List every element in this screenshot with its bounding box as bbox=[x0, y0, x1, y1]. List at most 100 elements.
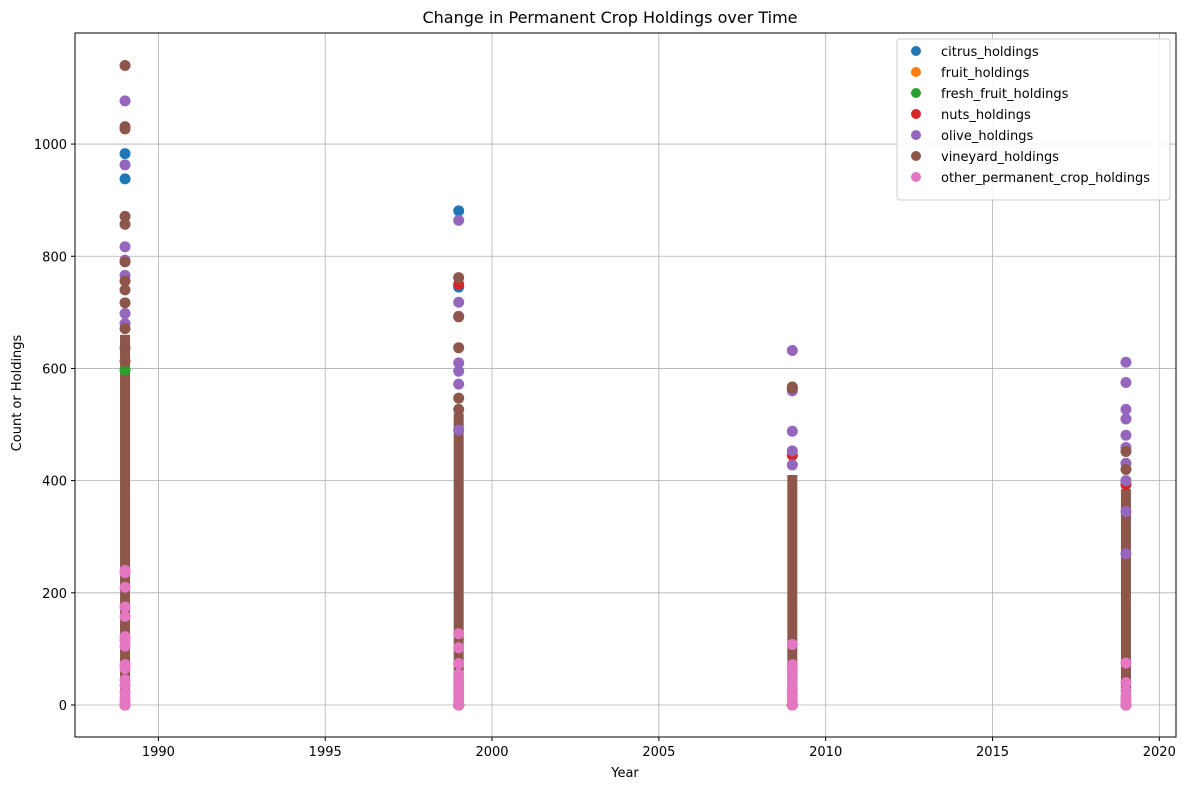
legend-marker bbox=[911, 46, 921, 56]
data-point bbox=[119, 218, 131, 230]
data-point bbox=[119, 148, 131, 160]
data-point bbox=[1120, 463, 1132, 475]
data-point bbox=[119, 284, 131, 296]
data-point bbox=[786, 445, 798, 457]
data-point bbox=[453, 272, 465, 284]
x-axis-label: Year bbox=[610, 766, 639, 781]
data-point bbox=[453, 205, 465, 217]
data-point bbox=[453, 628, 465, 640]
legend-label: nuts_holdings bbox=[941, 108, 1031, 123]
data-point bbox=[1120, 413, 1132, 425]
series-citrus-holdings bbox=[119, 148, 1132, 711]
point-column-fill bbox=[120, 334, 131, 706]
data-point bbox=[453, 642, 465, 654]
data-point bbox=[786, 459, 798, 471]
data-point bbox=[1120, 657, 1132, 669]
data-point bbox=[119, 663, 131, 675]
data-point bbox=[119, 640, 131, 652]
y-tick-label: 600 bbox=[42, 362, 67, 377]
data-point bbox=[1120, 505, 1132, 517]
data-point bbox=[119, 355, 131, 367]
data-point bbox=[453, 342, 465, 354]
data-point bbox=[119, 159, 131, 171]
legend-label: fruit_holdings bbox=[941, 66, 1030, 81]
data-point bbox=[1120, 677, 1132, 689]
legend-marker bbox=[911, 151, 921, 161]
legend-label: olive_holdings bbox=[941, 129, 1034, 144]
data-point bbox=[453, 365, 465, 377]
data-point bbox=[453, 658, 465, 670]
y-tick-label: 800 bbox=[42, 250, 67, 265]
data-point bbox=[453, 424, 465, 436]
point-column-fill bbox=[453, 413, 464, 706]
data-point bbox=[453, 214, 465, 226]
data-point bbox=[119, 210, 131, 222]
data-point bbox=[119, 95, 131, 107]
data-point bbox=[453, 378, 465, 390]
legend-label: other_permanent_crop_holdings bbox=[941, 171, 1150, 186]
data-point bbox=[119, 699, 131, 711]
data-point bbox=[453, 699, 465, 711]
legend-label: vineyard_holdings bbox=[941, 150, 1059, 165]
data-point bbox=[786, 425, 798, 437]
legend-marker bbox=[911, 67, 921, 77]
data-point bbox=[119, 601, 131, 613]
x-tick-label: 1995 bbox=[309, 745, 342, 760]
data-points bbox=[119, 60, 1132, 711]
data-point bbox=[453, 296, 465, 308]
data-point bbox=[119, 567, 131, 579]
x-tick-label: 2010 bbox=[809, 745, 842, 760]
legend-label: citrus_holdings bbox=[941, 45, 1039, 60]
data-point bbox=[119, 60, 131, 72]
data-point bbox=[1120, 356, 1132, 368]
legend-box bbox=[896, 38, 1171, 201]
legend-marker bbox=[911, 130, 921, 140]
data-point bbox=[119, 342, 131, 354]
data-point bbox=[119, 323, 131, 335]
data-point bbox=[119, 297, 131, 309]
data-point bbox=[1120, 445, 1132, 457]
point-column-fill bbox=[787, 475, 798, 706]
data-point bbox=[119, 173, 131, 185]
data-point bbox=[119, 241, 131, 253]
data-point bbox=[1120, 403, 1132, 415]
column-fill-layer bbox=[120, 334, 1131, 706]
legend-marker bbox=[911, 88, 921, 98]
legend-label: fresh_fruit_holdings bbox=[941, 87, 1069, 102]
data-point bbox=[1120, 548, 1132, 560]
data-point bbox=[786, 345, 798, 357]
y-tick-label: 0 bbox=[59, 699, 67, 714]
chart-title: Change in Permanent Crop Holdings over T… bbox=[422, 8, 797, 27]
data-point bbox=[453, 403, 465, 415]
data-point bbox=[119, 123, 131, 135]
data-point bbox=[119, 610, 131, 622]
y-axis-label: Count or Holdings bbox=[10, 334, 25, 451]
legend-marker bbox=[911, 172, 921, 182]
data-point bbox=[1120, 475, 1132, 487]
data-point bbox=[786, 699, 798, 711]
axes: 1990 1995 2000 2005 2010 2015 2020 0 200 400 600 80… bbox=[34, 32, 1177, 760]
y-tick-label: 200 bbox=[42, 587, 67, 602]
data-point bbox=[786, 638, 798, 650]
data-point bbox=[453, 392, 465, 404]
data-point bbox=[1120, 429, 1132, 441]
x-tick-label: 2015 bbox=[976, 745, 1009, 760]
data-point bbox=[119, 256, 131, 268]
x-tick-label: 1990 bbox=[142, 745, 175, 760]
x-tick-label: 2005 bbox=[642, 745, 675, 760]
x-tick-label: 2000 bbox=[475, 745, 508, 760]
series-nuts-holdings bbox=[119, 278, 1132, 711]
plot-frame bbox=[74, 32, 1177, 738]
data-point bbox=[119, 307, 131, 319]
data-point bbox=[1120, 699, 1132, 711]
y-tick-label: 400 bbox=[42, 475, 67, 490]
data-point bbox=[786, 382, 798, 394]
data-point bbox=[119, 581, 131, 593]
legend-marker bbox=[911, 109, 921, 119]
data-point bbox=[453, 357, 465, 369]
point-column-fill bbox=[1120, 489, 1131, 706]
data-point bbox=[1120, 376, 1132, 388]
data-point bbox=[119, 275, 131, 287]
